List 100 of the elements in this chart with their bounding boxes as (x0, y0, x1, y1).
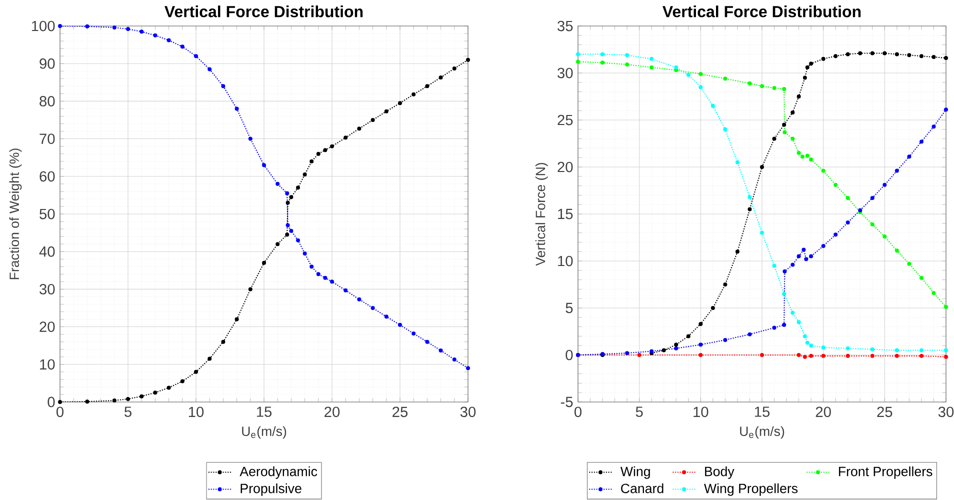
y-tick-label: 80 (40, 96, 55, 106)
point (153, 33, 158, 38)
point (398, 322, 402, 327)
point (126, 27, 130, 32)
x-tick-label: 25 (877, 406, 892, 418)
point (846, 346, 850, 350)
point (834, 54, 838, 58)
point (748, 81, 752, 86)
point (140, 30, 144, 34)
point (870, 196, 874, 200)
point (919, 54, 924, 58)
point (625, 53, 630, 58)
point (723, 127, 728, 132)
point (919, 348, 924, 352)
point (805, 65, 810, 70)
x-tick-label: 30 (938, 406, 954, 418)
y-tick-label: 20 (40, 322, 55, 332)
point (262, 260, 266, 265)
point (710, 306, 715, 310)
point (194, 370, 198, 374)
point (85, 400, 90, 404)
point (809, 354, 814, 358)
point (760, 230, 764, 235)
point (932, 124, 936, 129)
point (919, 140, 924, 144)
legend-label: Front Propellers (838, 466, 932, 479)
point (748, 332, 752, 336)
point (126, 396, 130, 401)
point (625, 351, 630, 356)
point (344, 136, 348, 140)
point (180, 379, 184, 384)
y-tick-label: 5 (566, 302, 573, 314)
x-tick-label: 10 (188, 406, 204, 418)
point (834, 232, 838, 237)
point (330, 144, 334, 148)
point (286, 223, 290, 228)
y-axis-title: Vertical Force (N) (535, 162, 548, 266)
point (153, 390, 158, 395)
y-tick-label: 40 (39, 246, 55, 257)
point (276, 242, 280, 246)
point (686, 72, 690, 77)
point (112, 398, 116, 402)
point (882, 51, 887, 56)
point (723, 282, 728, 286)
point (907, 262, 912, 266)
point (870, 347, 874, 352)
point (846, 196, 850, 200)
point (919, 276, 924, 280)
point (286, 200, 290, 205)
x-tick-label: 15 (256, 406, 272, 417)
point (221, 340, 226, 344)
point (894, 248, 899, 253)
point (398, 101, 402, 106)
point (208, 356, 212, 361)
y-tick-label: 60 (40, 171, 55, 182)
point (772, 136, 776, 141)
point (804, 257, 808, 262)
point (858, 51, 862, 56)
point (384, 109, 388, 114)
point (310, 159, 314, 164)
point (438, 348, 443, 352)
point (846, 52, 850, 56)
point (289, 228, 294, 233)
point (723, 338, 728, 342)
point (802, 76, 807, 80)
point (907, 53, 912, 58)
point (452, 358, 456, 362)
x-tick-label: 10 (694, 406, 708, 418)
point (735, 250, 740, 254)
point (438, 76, 443, 80)
x-tick-label: 0 (56, 406, 64, 418)
y-tick-label: 70 (40, 134, 55, 144)
y-tick-label: 20 (558, 162, 573, 172)
point (894, 348, 899, 352)
point (944, 305, 948, 310)
chart-title: Vertical Force Distribution (164, 6, 363, 18)
point (425, 84, 430, 88)
point (809, 157, 814, 162)
point (112, 26, 116, 30)
point (772, 86, 776, 90)
point (180, 44, 184, 49)
point (932, 55, 936, 60)
point (846, 220, 850, 224)
point (772, 326, 776, 330)
point (894, 52, 899, 56)
point (710, 104, 715, 108)
point (330, 280, 334, 284)
point (944, 348, 948, 352)
point (302, 172, 307, 177)
point (944, 108, 948, 112)
point (782, 86, 786, 91)
point (166, 386, 171, 390)
point (805, 154, 810, 158)
y-tick-label: 30 (558, 68, 573, 78)
point (674, 342, 678, 347)
point (194, 54, 198, 58)
point (790, 310, 795, 315)
y-tick-label: 100 (32, 20, 55, 32)
y-tick-label: 10 (558, 256, 573, 266)
y-tick-label: 35 (558, 20, 573, 32)
